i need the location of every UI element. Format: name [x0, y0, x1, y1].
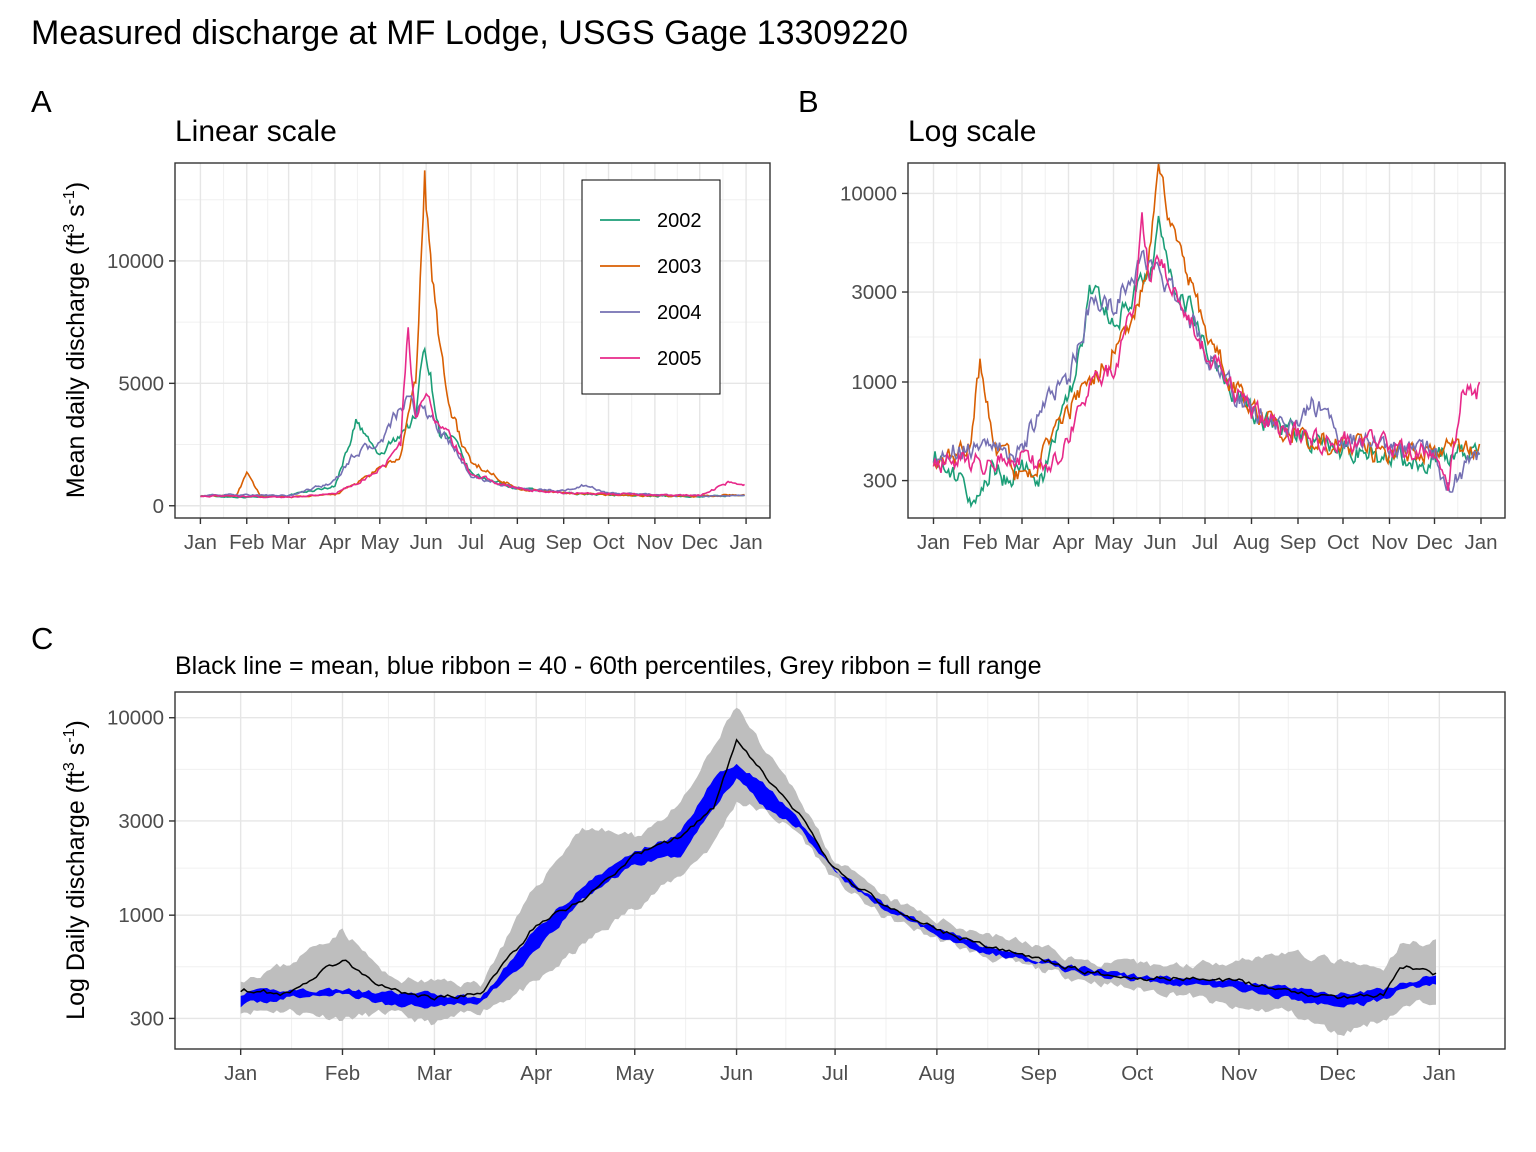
x-tick-label-oct: Oct — [593, 531, 625, 554]
x-tick-label-nov: Nov — [1221, 1062, 1258, 1085]
panel-c-y-axis-title: Log Daily discharge (ft3 s-1) — [61, 720, 90, 1020]
x-tick-label-jun: Jun — [720, 1062, 753, 1085]
panel-c-y-axis-title-mid: s — [62, 743, 90, 762]
x-tick-label-mar: Mar — [417, 1062, 452, 1085]
panel-c-y-axis-title-main: Log Daily discharge (ft — [62, 771, 90, 1020]
x-tick-label-dec: Dec — [682, 531, 718, 554]
plot-border — [174, 162, 771, 519]
x-tick-label-jul: Jul — [458, 531, 484, 554]
panel-a-y-axis-title-mid: s — [62, 204, 90, 223]
x-tick-label-jul: Jul — [1192, 531, 1218, 554]
y-tick-label: 1000 — [118, 904, 164, 927]
panel-tag-b: B — [798, 84, 819, 119]
x-tick-label-nov: Nov — [637, 531, 674, 554]
x-tick-label-jan: Jan — [224, 1062, 257, 1085]
panel-a-y-axis-title: Mean daily discharge (ft3 s-1) — [61, 182, 90, 498]
panel-a-y-axis-title-main: Mean daily discharge (ft — [62, 233, 90, 498]
panel-a-plot: Jan Feb Mar Apr May Jun Jul Aug Sep Oct Nov Dec Jan 0… — [107, 162, 771, 554]
x-tick-label-oct: Oct — [1327, 531, 1359, 554]
y-tick-label: 10000 — [107, 250, 164, 273]
series-line-2005 — [200, 327, 746, 499]
x-tick-label-dec: Dec — [1416, 531, 1452, 554]
plot-border — [907, 162, 1506, 519]
x-tick-label-mar: Mar — [271, 531, 306, 554]
full-range-ribbon — [240, 707, 1437, 1036]
y-tick-label: 3000 — [851, 281, 897, 304]
x-tick-label-apr: Apr — [1053, 531, 1085, 554]
x-tick-label-feb: Feb — [962, 531, 997, 554]
panel-a-y-axis-title-sup2: -1 — [61, 190, 78, 204]
x-tick-label-may: May — [1094, 531, 1133, 554]
figure-title: Measured discharge at MF Lodge, USGS Gag… — [31, 14, 908, 52]
x-tick-label-may: May — [615, 1062, 654, 1085]
x-tick-label-aug: Aug — [1233, 531, 1269, 554]
x-tick-label-oct: Oct — [1121, 1062, 1153, 1085]
y-tick-label: 1000 — [851, 371, 897, 394]
panel-a-title: Linear scale — [175, 115, 337, 148]
panel-a-y-axis-title-sup1: 3 — [61, 224, 78, 233]
x-tick-label-jan: Jan — [730, 531, 763, 554]
panel-b-title: Log scale — [908, 115, 1036, 148]
x-tick-label-aug: Aug — [499, 531, 535, 554]
y-tick-label: 3000 — [118, 810, 164, 833]
x-tick-label-sep: Sep — [545, 531, 581, 554]
x-tick-label-feb: Feb — [325, 1062, 360, 1085]
panel-c-subtitle: Black line = mean, blue ribbon = 40 - 60… — [175, 652, 1041, 680]
y-tick-label: 10000 — [107, 707, 164, 730]
x-tick-label-jan: Jan — [917, 531, 950, 554]
x-tick-label-apr: Apr — [520, 1062, 552, 1085]
plot-border — [174, 691, 1506, 1050]
y-tick-label: 300 — [130, 1007, 164, 1030]
x-tick-label-jun: Jun — [1143, 531, 1176, 554]
panel-c-y-axis-title-sup2: -1 — [61, 728, 78, 742]
x-tick-label-jan: Jan — [1464, 531, 1497, 554]
y-tick-label: 5000 — [118, 372, 164, 395]
x-tick-label-jan: Jan — [1423, 1062, 1456, 1085]
series-line-2005 — [932, 212, 1481, 491]
y-tick-label: 10000 — [840, 182, 897, 205]
panel-c-plot: Jan Feb Mar Apr May Jun Jul Aug Sep Oct Nov Dec Jan 3… — [107, 691, 1506, 1085]
x-tick-label-jul: Jul — [822, 1062, 848, 1085]
panel-tag-a: A — [31, 84, 52, 119]
x-tick-label-sep: Sep — [1020, 1062, 1056, 1085]
x-tick-label-sep: Sep — [1280, 531, 1316, 554]
x-tick-label-feb: Feb — [229, 531, 264, 554]
x-tick-label-mar: Mar — [1004, 531, 1039, 554]
percentile-40-60-ribbon — [240, 763, 1437, 1009]
x-tick-label-jun: Jun — [410, 531, 443, 554]
legend-label-2003: 2003 — [657, 256, 702, 278]
panel-a-y-axis-title-end: ) — [62, 182, 90, 190]
panel-tag-c: C — [31, 621, 53, 656]
panel-c-y-axis-title-end: ) — [62, 720, 90, 728]
legend-label-2005: 2005 — [657, 348, 702, 370]
y-tick-label: 0 — [153, 495, 164, 518]
x-tick-label-aug: Aug — [919, 1062, 955, 1085]
x-tick-label-dec: Dec — [1319, 1062, 1355, 1085]
series-line-2004 — [932, 249, 1481, 493]
x-tick-label-may: May — [360, 531, 399, 554]
x-tick-label-jan: Jan — [184, 531, 217, 554]
mean-line — [240, 738, 1437, 1001]
panel-c-y-axis-title-sup1: 3 — [61, 762, 78, 771]
x-tick-label-apr: Apr — [319, 531, 351, 554]
y-tick-label: 300 — [863, 470, 897, 493]
legend-label-2004: 2004 — [657, 302, 702, 324]
panel-b-plot: Jan Feb Mar Apr May Jun Jul Aug Sep Oct Nov Dec Jan 3… — [840, 162, 1506, 554]
x-tick-label-nov: Nov — [1371, 531, 1408, 554]
legend-label-2002: 2002 — [657, 210, 702, 232]
series-line-2003 — [932, 163, 1481, 481]
